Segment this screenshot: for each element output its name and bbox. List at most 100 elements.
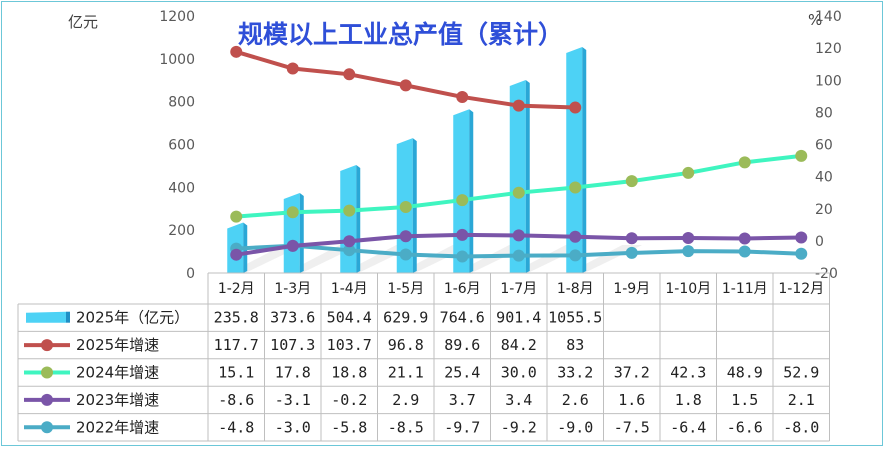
- y-left-tick-label: 800: [168, 95, 195, 111]
- series-point: [569, 101, 582, 114]
- y-right-tick-label: 80: [815, 105, 833, 121]
- series-point: [399, 248, 412, 261]
- data-label: 1.8: [675, 391, 702, 409]
- series-point: [512, 229, 525, 242]
- data-label: 1.5: [731, 391, 758, 409]
- bar-side: [469, 109, 474, 273]
- bar-side: [299, 192, 304, 273]
- legend-key-point: [41, 393, 53, 406]
- data-label: -4.8: [218, 418, 254, 436]
- series-point: [456, 228, 469, 241]
- series-point: [343, 244, 356, 257]
- series-point: [625, 246, 638, 259]
- x-tick-label: 1-8月: [557, 281, 594, 297]
- bar: [340, 164, 357, 273]
- data-label: -6.4: [670, 418, 706, 436]
- bar: [453, 109, 470, 273]
- data-label: 373.6: [270, 309, 315, 327]
- series-point: [625, 175, 638, 188]
- legend-key-point: [41, 339, 53, 352]
- y-left-tick-label: 400: [168, 180, 195, 196]
- data-label: 96.8: [388, 336, 424, 354]
- bar-side: [356, 164, 361, 273]
- data-label: 107.3: [270, 336, 315, 354]
- data-label: 52.9: [783, 364, 819, 382]
- legend-key-bar: [26, 311, 66, 323]
- series-point: [399, 200, 412, 213]
- y-left-tick-label: 0: [186, 266, 195, 282]
- data-label: 2.1: [788, 391, 815, 409]
- series-point: [343, 235, 356, 248]
- data-label: 25.4: [444, 364, 480, 382]
- x-tick-label: 1-9月: [613, 281, 650, 297]
- legend-label: 2023年增速: [76, 391, 159, 409]
- legend-key-bar-side: [66, 311, 70, 323]
- series-point: [738, 232, 751, 245]
- legend-label: 2024年增速: [76, 364, 159, 382]
- data-label: 30.0: [501, 364, 537, 382]
- legend-key-point: [41, 366, 53, 379]
- legend-label: 2025年增速: [76, 336, 159, 354]
- legend-label: 2022年增速: [76, 418, 159, 436]
- y-left-tick-label: 1000: [159, 52, 195, 68]
- y-left-tick-label: 600: [168, 138, 195, 154]
- y-right-tick-label: 20: [815, 202, 833, 218]
- y-right-tick-label: -20: [815, 266, 838, 282]
- bar-side: [525, 79, 530, 273]
- data-label: 764.6: [440, 309, 485, 327]
- y-right-tick-label: 40: [815, 170, 833, 186]
- series-point: [569, 249, 582, 262]
- series-point: [512, 186, 525, 199]
- data-label: 2.9: [392, 391, 419, 409]
- series-point: [795, 247, 808, 260]
- series-point: [512, 99, 525, 112]
- series-point: [738, 156, 751, 169]
- y-left-tick-label: 1200: [159, 9, 195, 25]
- data-label: 21.1: [388, 364, 424, 382]
- legend-key-point: [41, 421, 53, 434]
- series-point: [399, 230, 412, 243]
- data-label: 18.8: [331, 364, 367, 382]
- data-label: -6.6: [727, 418, 763, 436]
- series-point: [286, 206, 299, 219]
- data-label: 89.6: [444, 336, 480, 354]
- data-label: 37.2: [614, 364, 650, 382]
- bar-side: [582, 46, 587, 273]
- data-label: 901.4: [496, 309, 541, 327]
- data-label: 17.8: [275, 364, 311, 382]
- data-label: -8.5: [388, 418, 424, 436]
- data-label: -9.0: [557, 418, 593, 436]
- series-point: [682, 231, 695, 244]
- series-point: [230, 248, 243, 261]
- series-point: [795, 149, 808, 162]
- series-point: [738, 245, 751, 258]
- data-label: 2.6: [562, 391, 589, 409]
- series-point: [399, 79, 412, 92]
- y-right-tick-label: 0: [815, 234, 824, 250]
- y-right-tick-label: 120: [815, 41, 842, 57]
- series-point: [456, 90, 469, 103]
- data-label: -9.2: [501, 418, 537, 436]
- legend-label: 2025年（亿元）: [76, 309, 189, 327]
- y-right-tick-label: 60: [815, 138, 833, 154]
- series-point: [625, 232, 638, 245]
- data-label: 83: [566, 336, 584, 354]
- series-point: [569, 230, 582, 243]
- series-point: [682, 245, 695, 258]
- x-tick-label: 1-7月: [500, 281, 537, 297]
- series-point: [343, 204, 356, 217]
- series-point: [286, 62, 299, 75]
- bar: [509, 79, 526, 273]
- series-point: [569, 181, 582, 194]
- data-label: 1055.5: [548, 309, 602, 327]
- y-right-tick-label: 140: [815, 9, 842, 25]
- x-tick-label: 1-11月: [722, 281, 768, 297]
- data-label: -3.1: [275, 391, 311, 409]
- data-label: 33.2: [557, 364, 593, 382]
- x-tick-label: 1-6月: [444, 281, 481, 297]
- data-label: 3.4: [505, 391, 532, 409]
- series-point: [286, 239, 299, 252]
- x-tick-label: 1-12月: [778, 281, 824, 297]
